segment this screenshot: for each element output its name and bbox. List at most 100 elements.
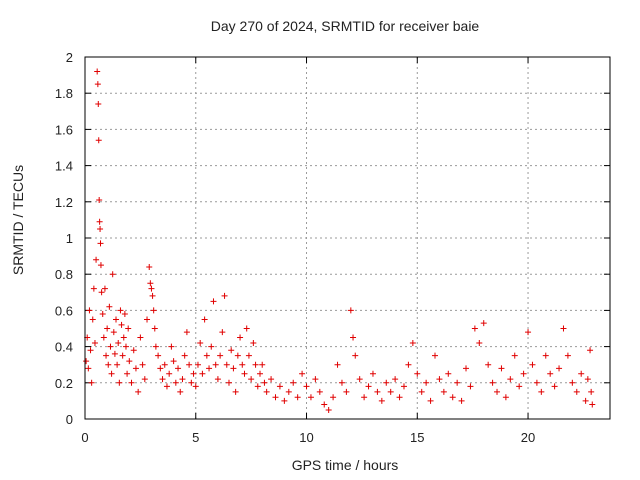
data-point bbox=[126, 358, 133, 365]
grid-lines bbox=[85, 57, 610, 419]
data-point bbox=[321, 401, 328, 408]
data-point bbox=[392, 376, 399, 383]
data-point bbox=[237, 334, 244, 341]
data-point bbox=[454, 379, 461, 386]
data-point bbox=[241, 370, 248, 377]
data-point bbox=[159, 376, 166, 383]
data-point bbox=[97, 225, 104, 232]
data-point bbox=[480, 320, 487, 327]
data-point bbox=[387, 388, 394, 395]
data-point bbox=[582, 397, 589, 404]
data-point bbox=[206, 365, 213, 372]
data-point bbox=[130, 347, 137, 354]
data-point bbox=[588, 388, 595, 395]
data-point bbox=[299, 370, 306, 377]
data-point bbox=[432, 352, 438, 359]
data-point bbox=[96, 196, 103, 203]
data-point bbox=[239, 361, 246, 368]
data-point bbox=[494, 388, 501, 395]
data-point bbox=[418, 388, 425, 395]
data-point bbox=[361, 394, 368, 401]
x-tick-label: 10 bbox=[299, 430, 313, 445]
data-point bbox=[347, 307, 354, 314]
data-point bbox=[245, 352, 252, 359]
data-point bbox=[440, 388, 447, 395]
data-point bbox=[194, 361, 201, 368]
data-point bbox=[307, 394, 314, 401]
data-point bbox=[383, 379, 390, 386]
data-point bbox=[150, 307, 157, 314]
y-tick-label: 0.2 bbox=[55, 376, 73, 391]
data-point bbox=[183, 329, 190, 336]
data-point bbox=[303, 383, 310, 390]
data-point bbox=[520, 370, 527, 377]
y-tick-label: 1.2 bbox=[55, 195, 73, 210]
data-point bbox=[427, 397, 434, 404]
data-point bbox=[542, 352, 549, 359]
x-tick-label: 20 bbox=[521, 430, 535, 445]
data-point bbox=[217, 352, 224, 359]
data-point bbox=[111, 350, 118, 357]
y-tick-label: 1.6 bbox=[55, 122, 73, 137]
data-point bbox=[91, 339, 98, 346]
data-point bbox=[186, 361, 193, 368]
data-point bbox=[564, 352, 571, 359]
data-point bbox=[467, 383, 474, 390]
data-point bbox=[369, 370, 376, 377]
data-point bbox=[272, 394, 279, 401]
data-point bbox=[232, 388, 239, 395]
data-point bbox=[228, 347, 235, 354]
x-axis-label: GPS time / hours bbox=[291, 457, 399, 473]
data-point bbox=[449, 394, 456, 401]
y-tick-label: 2 bbox=[66, 50, 73, 65]
data-point bbox=[230, 365, 237, 372]
data-point bbox=[175, 365, 182, 372]
data-point bbox=[219, 329, 226, 336]
data-point bbox=[144, 316, 151, 323]
data-point bbox=[210, 298, 217, 305]
data-point bbox=[547, 370, 554, 377]
data-point bbox=[533, 379, 540, 386]
data-point bbox=[86, 307, 93, 314]
data-point bbox=[170, 358, 177, 365]
data-point bbox=[471, 325, 478, 332]
data-point bbox=[281, 397, 288, 404]
data-point bbox=[201, 316, 208, 323]
data-point bbox=[400, 383, 407, 390]
data-point bbox=[263, 388, 270, 395]
x-tick-label: 15 bbox=[410, 430, 424, 445]
data-point bbox=[90, 285, 97, 292]
data-point bbox=[105, 361, 112, 368]
data-point bbox=[203, 352, 210, 359]
data-point bbox=[115, 339, 122, 346]
data-point bbox=[157, 365, 164, 372]
data-point bbox=[208, 343, 215, 350]
data-point bbox=[338, 379, 345, 386]
data-point bbox=[104, 325, 111, 332]
data-point bbox=[252, 361, 259, 368]
data-point bbox=[587, 347, 594, 354]
data-point bbox=[147, 280, 154, 287]
data-point bbox=[97, 240, 104, 247]
y-tick-label: 0 bbox=[66, 412, 73, 427]
data-point bbox=[343, 388, 350, 395]
data-point bbox=[243, 325, 250, 332]
y-tick-label: 0.6 bbox=[55, 303, 73, 318]
data-point bbox=[502, 394, 509, 401]
data-point bbox=[87, 347, 94, 354]
data-point bbox=[122, 343, 129, 350]
data-point bbox=[188, 379, 195, 386]
data-point bbox=[113, 316, 120, 323]
data-point bbox=[525, 329, 532, 336]
data-point bbox=[128, 379, 135, 386]
data-point bbox=[330, 394, 337, 401]
data-point bbox=[234, 352, 241, 359]
data-point bbox=[511, 352, 518, 359]
data-point bbox=[538, 388, 545, 395]
data-point bbox=[125, 325, 132, 332]
data-point bbox=[94, 81, 101, 88]
data-point bbox=[556, 365, 563, 372]
data-point bbox=[101, 285, 108, 292]
data-point bbox=[285, 388, 292, 395]
